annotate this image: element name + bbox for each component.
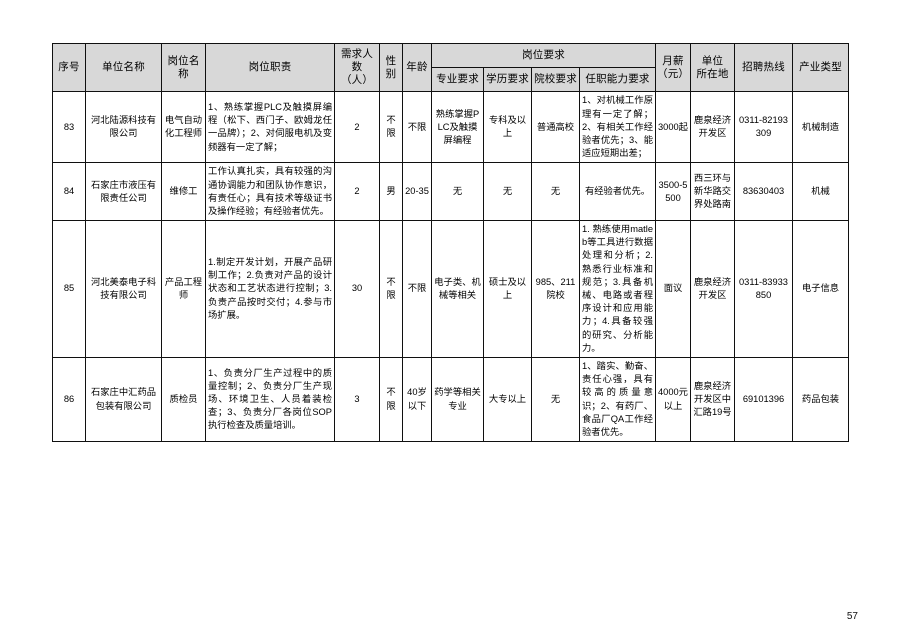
cell-job-duty: 1.制定开发计划，开展产品研制工作；2.负责对产品的设计状态和工艺状态进行控制；… [205,220,335,358]
cell-gender: 不限 [379,91,403,164]
cell-school: 无 [531,356,580,443]
header-row-1: 序号 单位名称 岗位名称 岗位职责 需求人数 （人） 性别 年龄 岗位要求 月薪… [52,42,849,93]
cell-job-name: 产品工程师 [161,220,206,358]
header-row-2: 专业要求 学历要求 院校要求 任职能力要求 [53,67,849,93]
cell-school: 985、211院校 [531,220,580,358]
cell-major: 电子类、机械等相关 [431,220,484,358]
cell-job-duty: 工作认真扎实，具有较强的沟通协调能力和团队协作意识，有责任心；具有技术等级证书及… [205,162,335,222]
th-school: 院校要求 [531,67,580,93]
job-listing-table: 序号 单位名称 岗位名称 岗位职责 需求人数 （人） 性别 年龄 岗位要求 月薪… [52,42,849,443]
cell-industry: 机械制造 [792,91,849,164]
table-row: 85 河北美泰电子科技有限公司 产品工程师 1.制定开发计划，开展产品研制工作；… [52,220,849,358]
cell-school: 无 [531,162,580,222]
th-age: 年龄 [402,42,432,93]
cell-industry: 电子信息 [792,220,849,358]
cell-gender: 不限 [379,220,403,358]
cell-seq: 84 [52,162,86,222]
cell-company: 石家庄中汇药品包装有限公司 [85,356,162,443]
cell-company: 河北陆源科技有限公司 [85,91,162,164]
cell-education: 大专以上 [483,356,532,443]
th-industry: 产业类型 [792,42,849,93]
cell-job-duty: 1、熟练掌握PLC及触摸屏编程（松下、西门子、欧姆龙任一品牌）；2、对伺服电机及… [205,91,335,164]
th-ability: 任职能力要求 [579,67,656,93]
cell-ability: 有经验者优先。 [579,162,656,222]
cell-school: 普通高校 [531,91,580,164]
th-company: 单位名称 [85,42,162,93]
cell-job-name: 维修工 [161,162,206,222]
cell-count: 30 [334,220,380,358]
cell-seq: 83 [52,91,86,164]
cell-salary: 3500-5500 [655,162,691,222]
cell-seq: 85 [52,220,86,358]
th-requirements-group: 岗位要求 [431,42,656,69]
cell-hotline: 0311-83933850 [734,220,793,358]
cell-job-name: 质检员 [161,356,206,443]
cell-major: 熟练掌握PLC及触摸屏编程 [431,91,484,164]
cell-major: 无 [431,162,484,222]
th-major: 专业要求 [431,67,484,93]
cell-seq: 86 [52,356,86,443]
th-education: 学历要求 [483,67,532,93]
cell-count: 2 [334,91,380,164]
table-row: 86 石家庄中汇药品包装有限公司 质检员 1、负责分厂生产过程中的质量控制；2、… [52,356,849,443]
cell-age: 不限 [402,220,432,358]
cell-salary: 4000元以上 [655,356,691,443]
cell-age: 不限 [402,91,432,164]
cell-hotline: 83630403 [734,162,793,222]
table-header: 序号 单位名称 岗位名称 岗位职责 需求人数 （人） 性别 年龄 岗位要求 月薪… [52,42,849,93]
cell-education: 专科及以上 [483,91,532,164]
cell-job-duty: 1、负责分厂生产过程中的质量控制；2、负责分厂生产现场、环境卫生、人员着装检查；… [205,356,335,443]
cell-company: 石家庄市液压有限责任公司 [85,162,162,222]
cell-education: 硕士及以上 [483,220,532,358]
th-salary-line1: 月薪 [662,54,684,67]
th-seq: 序号 [52,42,86,93]
cell-job-name: 电气自动化工程师 [161,91,206,164]
cell-ability: 1. 熟练使用matleb等工具进行数据处理和分析；2.熟悉行业标准和规范；3.… [579,220,656,358]
cell-count: 3 [334,356,380,443]
cell-age: 20-35 [402,162,432,222]
cell-ability: 1、踏实、勤奋、责任心强，具有较高的质量意识；2、有药厂、食品厂QA工作经验者优… [579,356,656,443]
th-location: 单位 所在地 [690,42,735,93]
th-location-line1: 单位 [701,54,724,67]
cell-salary: 面议 [655,220,691,358]
cell-location: 西三环与新华路交界处路南 [690,162,735,222]
cell-major: 药学等相关专业 [431,356,484,443]
th-gender: 性别 [379,42,403,93]
cell-hotline: 0311-82193309 [734,91,793,164]
th-count-line1: 需求人数 [340,48,374,74]
cell-industry: 机械 [792,162,849,222]
th-count-line2: （人） [340,74,374,87]
cell-ability: 1、对机械工作原理有一定了解；2、有相关工作经验者优先；3、能适应短期出差； [579,91,656,164]
job-listing-table-container: 序号 单位名称 岗位名称 岗位职责 需求人数 （人） 性别 年龄 岗位要求 月薪… [52,42,849,443]
cell-count: 2 [334,162,380,222]
table-body: 83 河北陆源科技有限公司 电气自动化工程师 1、熟练掌握PLC及触摸屏编程（松… [52,91,849,443]
th-job-duty: 岗位职责 [205,42,335,93]
th-salary-line2: （元） [657,67,690,80]
table-row: 83 河北陆源科技有限公司 电气自动化工程师 1、熟练掌握PLC及触摸屏编程（松… [52,91,849,164]
cell-hotline: 69101396 [734,356,793,443]
table-row: 84 石家庄市液压有限责任公司 维修工 工作认真扎实，具有较强的沟通协调能力和团… [52,162,849,222]
th-location-line2: 所在地 [696,67,729,80]
cell-location: 鹿泉经济开发区 [690,220,735,358]
th-hotline: 招聘热线 [734,42,793,93]
th-count: 需求人数 （人） [334,42,380,93]
page-number: 57 [846,611,858,622]
cell-location: 鹿泉经济开发区 [690,91,735,164]
cell-location: 鹿泉经济开发区中汇路19号 [690,356,735,443]
cell-salary: 3000起 [655,91,691,164]
th-job-name: 岗位名称 [161,42,206,93]
cell-gender: 不限 [379,356,403,443]
cell-education: 无 [483,162,532,222]
cell-gender: 男 [379,162,403,222]
cell-company: 河北美泰电子科技有限公司 [85,220,162,358]
cell-industry: 药品包装 [792,356,849,443]
th-salary: 月薪 （元） [655,42,691,93]
cell-age: 40岁以下 [402,356,432,443]
